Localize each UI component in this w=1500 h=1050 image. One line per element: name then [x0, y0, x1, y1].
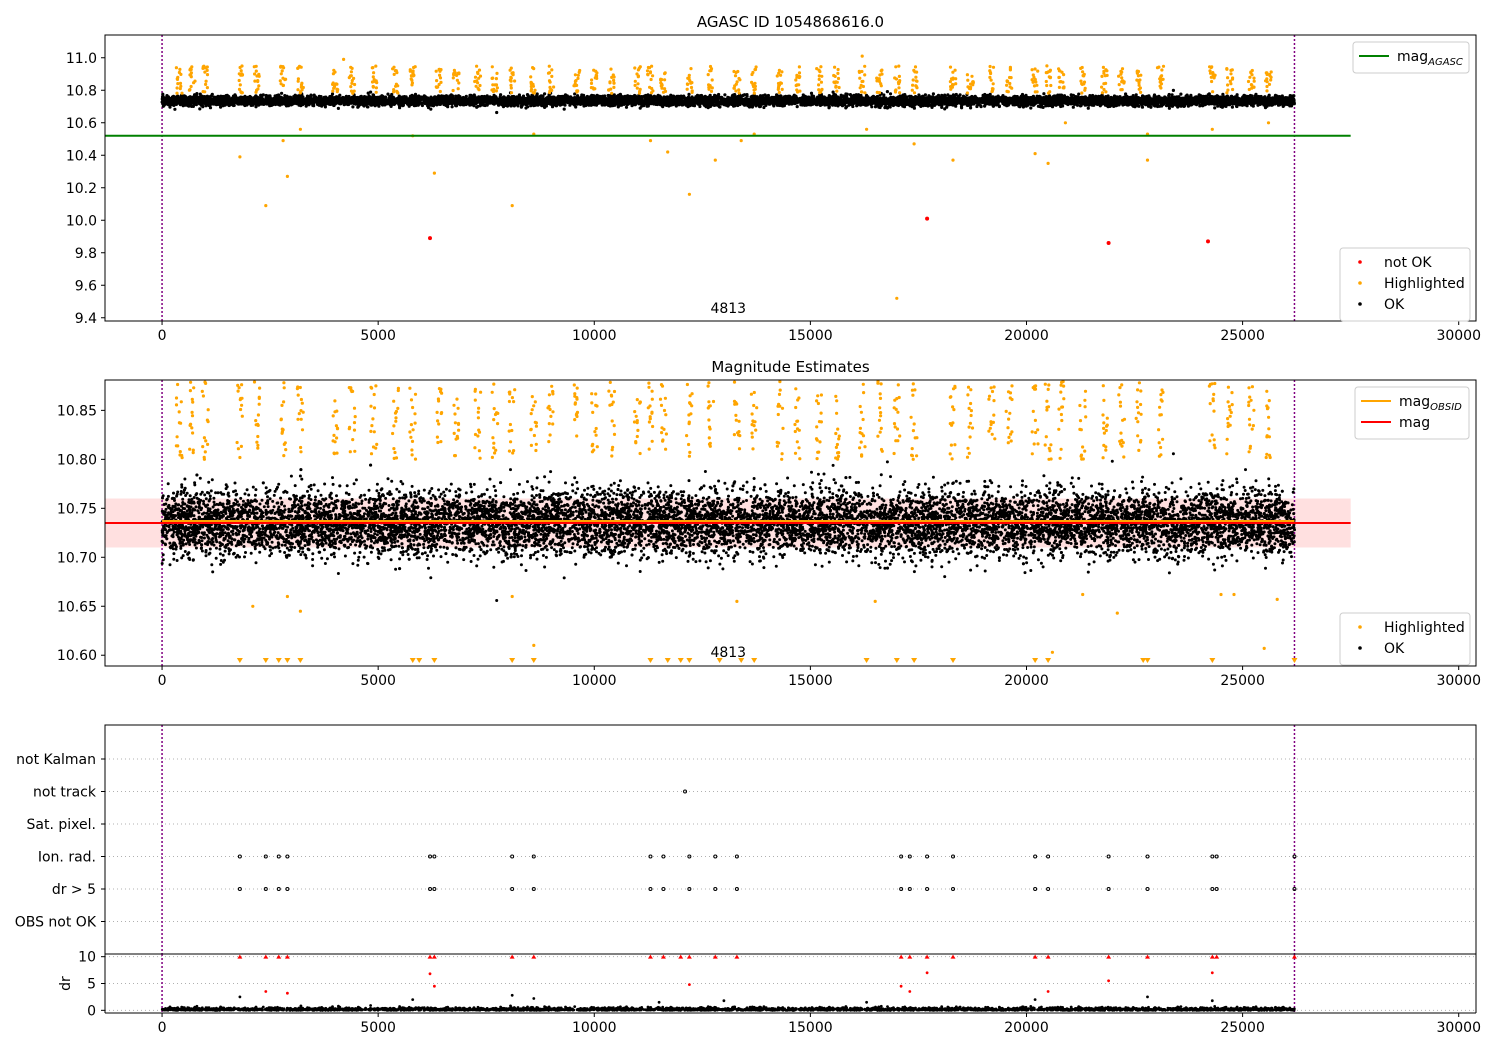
ok-point: [795, 105, 799, 109]
ok-point: [472, 93, 476, 97]
ok-point: [1086, 106, 1090, 110]
ok-point: [336, 106, 340, 110]
ok-point: [371, 93, 375, 97]
ok-point: [1230, 105, 1234, 109]
ok-point: [1167, 106, 1171, 110]
ok-point: [885, 90, 890, 94]
ok-point: [517, 93, 522, 97]
ok-point: [198, 107, 202, 111]
ok-point: [161, 92, 165, 96]
ok-point: [687, 92, 691, 96]
ok-point: [450, 105, 454, 109]
ok-point: [254, 105, 258, 109]
ok-point: [319, 95, 323, 99]
ok-point: [525, 93, 530, 97]
ok-point: [931, 92, 936, 96]
ok-point: [173, 107, 177, 111]
ok-point: [943, 107, 947, 111]
ok-point: [1069, 93, 1073, 97]
chart-title: AGASC ID 1054868616.0: [697, 13, 884, 31]
ok-point: [848, 93, 853, 97]
ok-point: [1276, 103, 1281, 107]
ok-point: [1179, 92, 1183, 96]
ok-point: [280, 91, 284, 95]
ok-point: [1263, 95, 1267, 99]
ok-point: [1071, 105, 1075, 109]
